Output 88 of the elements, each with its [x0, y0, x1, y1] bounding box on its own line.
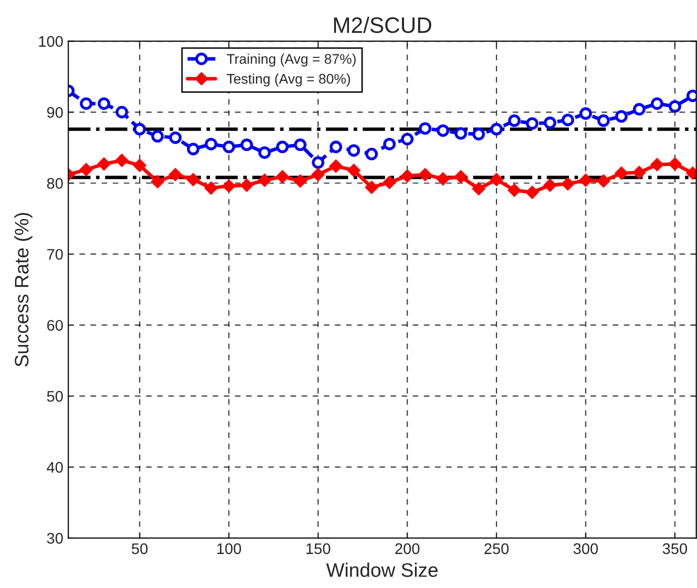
point	[597, 174, 610, 188]
point	[222, 140, 236, 154]
point	[526, 117, 538, 130]
point	[508, 114, 521, 127]
point	[650, 158, 664, 171]
x-tick-label: 50	[132, 543, 148, 554]
point	[116, 154, 128, 167]
y-tick-label: 40	[46, 462, 63, 473]
y-tick-label: 50	[47, 390, 63, 402]
point	[436, 124, 450, 137]
y-axis-title: Success Rate (%)	[14, 212, 32, 367]
point	[418, 168, 432, 181]
point	[579, 174, 592, 187]
x-tick-label: 300	[574, 543, 598, 554]
point	[98, 97, 110, 110]
point	[276, 170, 289, 184]
point	[186, 173, 200, 186]
point	[204, 138, 218, 150]
y-tick-label: 60	[47, 320, 63, 331]
point	[312, 168, 324, 181]
point	[312, 156, 324, 169]
legend-label: Training (Avg = 87%)	[226, 54, 356, 67]
point	[650, 97, 664, 110]
x-tick-label: 250	[484, 543, 509, 554]
point	[632, 103, 646, 116]
point	[240, 138, 253, 152]
x-tick-label: 150	[306, 543, 330, 554]
point	[508, 184, 521, 197]
legend-label: Testing (Avg = 80%)	[226, 74, 350, 86]
point	[401, 132, 414, 146]
y-tick-label: 70	[47, 248, 63, 260]
point	[418, 122, 432, 135]
point	[276, 140, 289, 154]
point	[133, 159, 146, 172]
point	[383, 138, 396, 150]
y-tick-label: 80	[47, 178, 63, 189]
y-tick-label: 90	[47, 107, 63, 118]
point	[562, 178, 574, 190]
point	[668, 158, 682, 170]
point	[116, 106, 128, 118]
y-tick-label: 30	[47, 532, 63, 544]
point	[615, 110, 628, 123]
point	[98, 158, 110, 170]
point	[258, 146, 271, 159]
point	[400, 170, 414, 182]
point	[80, 97, 92, 110]
point	[365, 148, 378, 160]
point	[80, 163, 92, 176]
x-tick-label: 100	[217, 543, 242, 554]
point	[204, 182, 218, 194]
point	[169, 168, 182, 181]
point	[294, 174, 307, 188]
point	[544, 116, 556, 130]
point	[240, 178, 254, 192]
point	[365, 181, 378, 194]
point	[151, 175, 164, 188]
point	[544, 178, 556, 192]
point	[632, 166, 646, 179]
point	[151, 130, 164, 143]
point	[222, 180, 236, 192]
point	[133, 122, 146, 136]
point	[579, 107, 592, 120]
point	[562, 114, 574, 126]
point	[169, 131, 182, 144]
point	[472, 182, 485, 196]
point	[258, 174, 271, 187]
x-tick-label: 350	[662, 543, 688, 554]
point	[454, 170, 468, 184]
point	[436, 172, 450, 186]
point	[186, 142, 200, 156]
point	[330, 140, 342, 154]
point	[615, 166, 628, 180]
x-tick-label: 200	[395, 543, 420, 554]
point	[490, 173, 503, 186]
point	[526, 186, 538, 199]
point	[454, 127, 468, 140]
x-axis-title: Window Size	[326, 562, 438, 577]
point	[472, 128, 485, 140]
point	[348, 144, 360, 157]
point	[383, 176, 396, 189]
point	[294, 138, 306, 152]
point	[490, 122, 503, 136]
point	[668, 100, 682, 113]
point	[330, 160, 342, 172]
point	[347, 164, 360, 177]
point	[597, 114, 610, 127]
y-tick-label: 100	[39, 36, 63, 47]
chart-title: M2/SCUD	[334, 16, 432, 34]
